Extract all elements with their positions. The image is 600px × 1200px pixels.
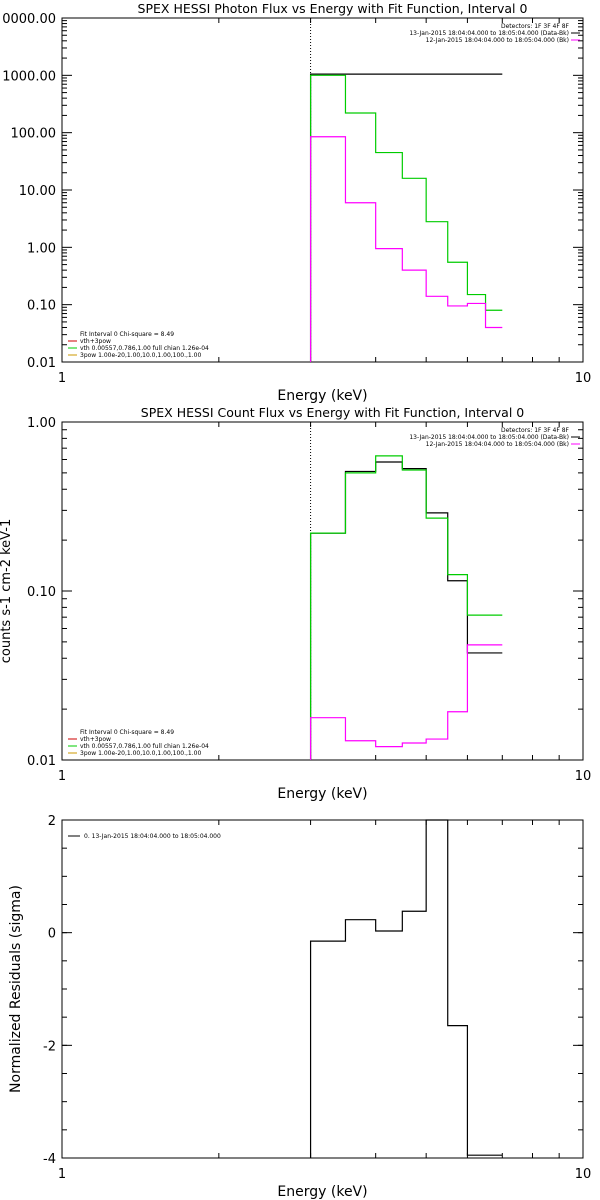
panel1-x-tick-label: 10	[575, 371, 592, 386]
panel1-legend-tr-entry: Detectors: 1F 3F 4F 8F	[501, 23, 570, 30]
panel2-legend-bl-entry: Fit Interval 0 Chi-square = 8.49	[80, 729, 174, 736]
panel1-legend-bl-entry: vth+3pow	[80, 338, 111, 345]
panel2-y-tick-label: 0.10	[27, 585, 56, 600]
panel2-legend-bl-entry: vth+3pow	[80, 736, 111, 743]
panel3-y-tick-label: -4	[43, 1152, 56, 1167]
panel1-legend-tr-entry: 12-Jan-2015 18:04:04.000 to 18:05:04.000…	[426, 37, 569, 44]
panel2-y-axis-label: counts s-1 cm-2 keV-1	[0, 519, 14, 664]
panel2-legend-bl-entry: 3pow 1.00e-20,1.00,10.0,1.00,100.,1.00	[80, 750, 201, 757]
panel1-legend-bl-entry: 3pow 1.00e-20,1.00,10.0,1.00,100.,1.00	[80, 352, 201, 359]
panel3-y-tick-label: -2	[43, 1039, 56, 1054]
panel1-y-tick-label: 1000.00	[2, 69, 56, 84]
panel3-x-axis-label: Energy (keV)	[277, 1184, 367, 1200]
panel1-y-tick-label: 1.00	[27, 241, 56, 256]
panel2-series-2-step-line	[309, 455, 503, 760]
panel2-x-axis-label: Energy (keV)	[277, 786, 367, 802]
panel1-series-1-step-line	[309, 73, 503, 362]
panel1-chart-title: SPEX HESSI Photon Flux vs Energy with Fi…	[138, 1, 528, 16]
panel1-y-tick-label: 0.01	[27, 356, 56, 371]
panel2-legend-bl-entry: vth 0.00557,0.786,1.00 full chian 1.26e-…	[80, 743, 209, 750]
panel1-series-2-step-line	[309, 74, 503, 362]
panel2-chart-title: SPEX HESSI Count Flux vs Energy with Fit…	[141, 405, 524, 420]
panel2-series-1-step-line	[309, 461, 503, 760]
panel2-x-tick-label: 1	[58, 769, 66, 784]
panel2-x-tick-label: 10	[575, 769, 592, 784]
panel3-y-axis-label: Normalized Residuals (sigma)	[8, 885, 24, 1093]
panel1-legend-tr-entry: 13-Jan-2015 18:04:04.000 to 18:05:04.000…	[409, 30, 569, 37]
panel1-legend-bl-entry: vth 0.00557,0.786,1.00 full chian 1.26e-…	[80, 345, 209, 352]
panel2-series-3-step-line	[309, 644, 503, 760]
panel1-legend-bl-entry: Fit Interval 0 Chi-square = 8.49	[80, 331, 174, 338]
panel1-plot-frame	[61, 17, 584, 363]
panel1-x-axis-label: Energy (keV)	[277, 388, 367, 404]
panel2-legend-tr-entry: 13-Jan-2015 18:04:04.000 to 18:05:04.000…	[409, 434, 569, 441]
panel1-y-tick-label: 0.10	[27, 299, 56, 314]
panel3-y-tick-label: 0	[48, 927, 56, 942]
panel2-y-tick-label: 0.01	[27, 754, 56, 769]
panel1-x-tick-label: 1	[58, 371, 66, 386]
panel3-series-1-step-line	[309, 819, 503, 1158]
panel2-plot-frame	[61, 421, 584, 761]
panel2-y-tick-label: 1.00	[27, 416, 56, 431]
panel1-y-tick-label: 10.00	[19, 184, 56, 199]
panel3-plot-frame	[61, 819, 584, 1159]
panel1-series-3-step-line	[309, 136, 503, 362]
panel3-x-tick-label: 10	[575, 1167, 592, 1182]
panel2-legend-tr-entry: Detectors: 1F 3F 4F 8F	[501, 427, 570, 434]
panel3-legend-tl-entry: 0. 13-Jan-2015 18:04:04.000 to 18:05:04.…	[84, 833, 221, 840]
panel2-legend-tr-entry: 12-Jan-2015 18:04:04.000 to 18:05:04.000…	[426, 441, 569, 448]
panel1-y-tick-label: 100.00	[11, 127, 57, 142]
panel1-y-tick-label: 0000.00	[2, 12, 56, 27]
panel3-x-tick-label: 1	[58, 1167, 66, 1182]
panel3-y-tick-label: 2	[48, 814, 56, 829]
